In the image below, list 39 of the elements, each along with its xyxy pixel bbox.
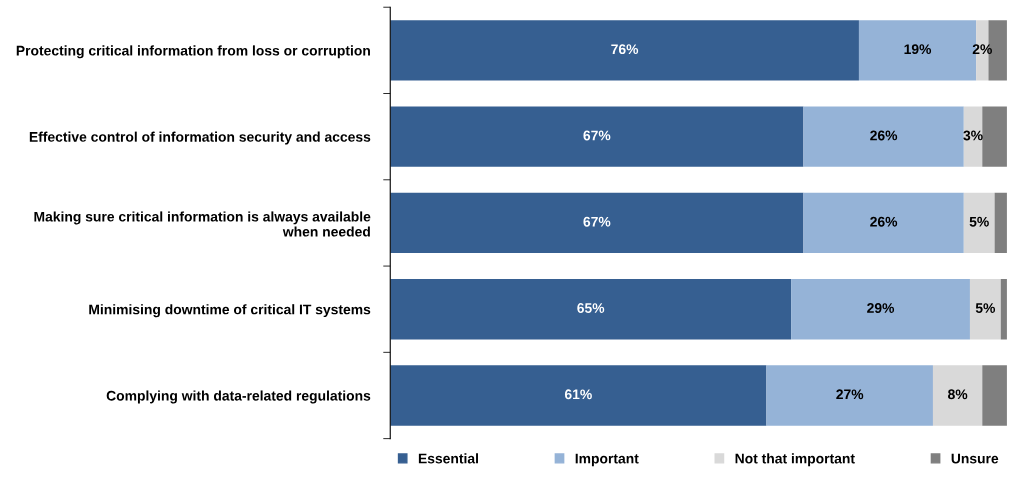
data-label: 2% — [972, 44, 992, 55]
bar — [969, 279, 1001, 340]
legend-label: Essential — [418, 453, 478, 464]
data-label: 67% — [583, 130, 611, 141]
data-label: 65% — [577, 303, 605, 313]
data-label: 26% — [870, 130, 898, 141]
bar — [803, 192, 964, 254]
bar — [982, 365, 1007, 426]
bar — [963, 106, 983, 167]
bar — [390, 279, 792, 340]
y-tick-label: Effective control of information security and access — [29, 131, 371, 145]
y-tick-label: Complying with data-related regulations — [106, 390, 371, 404]
bar — [963, 192, 995, 254]
bar — [932, 365, 983, 426]
data-label: 27% — [836, 389, 864, 400]
data-label: 67% — [583, 216, 611, 227]
data-label: 26% — [870, 216, 898, 227]
data-label: 61% — [564, 389, 592, 400]
data-label: 76% — [611, 44, 639, 55]
data-label: 5% — [969, 216, 989, 227]
data-label: 19% — [904, 44, 932, 55]
legend-label: Not that important — [735, 453, 855, 467]
bar — [803, 106, 964, 167]
bar — [390, 20, 859, 81]
bar — [766, 365, 933, 426]
legend-label: Important — [575, 453, 639, 467]
bar — [390, 192, 804, 254]
bar — [390, 365, 767, 426]
data-label: 8% — [948, 389, 968, 400]
data-label: 3% — [963, 130, 983, 141]
data-label: 29% — [867, 303, 895, 313]
data-label: 5% — [975, 303, 996, 313]
y-tick-label: Protecting critical information from loss or corruption — [16, 45, 370, 59]
y-tick-label: Making sure critical information is always available when needed — [34, 211, 371, 237]
bar — [791, 279, 970, 340]
bar — [390, 106, 804, 167]
bar — [982, 106, 1007, 167]
y-tick-label: Minimising downtime of critical IT systems — [89, 304, 371, 318]
legend-label: Unsure — [951, 453, 999, 464]
